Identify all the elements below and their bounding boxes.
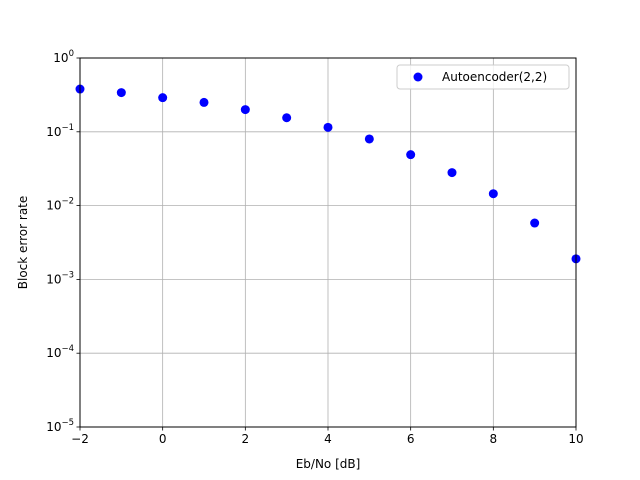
x-tick-label: 10 bbox=[568, 432, 583, 446]
y-axis-ticks: 100 10−1 10−2 10−3 10−4 10−5 bbox=[46, 49, 80, 434]
data-point bbox=[199, 97, 209, 107]
data-point bbox=[158, 93, 168, 103]
y-tick-label: 10−2 bbox=[46, 197, 74, 213]
data-point bbox=[406, 150, 416, 160]
data-point bbox=[282, 113, 292, 123]
data-points bbox=[75, 84, 581, 264]
data-point bbox=[364, 134, 374, 144]
x-tick-label: 6 bbox=[407, 432, 415, 446]
legend-label: Autoencoder(2,2) bbox=[442, 70, 547, 84]
y-tick-label: 100 bbox=[53, 49, 74, 65]
x-tick-label: 0 bbox=[159, 432, 167, 446]
y-axis-label: Block error rate bbox=[16, 196, 30, 290]
legend: Autoencoder(2,2) bbox=[396, 64, 570, 90]
data-point bbox=[240, 105, 250, 115]
legend-marker bbox=[413, 72, 423, 82]
x-tick-label: 8 bbox=[490, 432, 498, 446]
y-tick-label: 10−5 bbox=[46, 418, 74, 434]
x-tick-label: 4 bbox=[324, 432, 332, 446]
x-axis-label: Eb/No [dB] bbox=[296, 457, 361, 471]
data-point bbox=[488, 189, 498, 199]
data-point bbox=[530, 218, 540, 228]
y-tick-label: 10−3 bbox=[46, 270, 74, 286]
y-tick-label: 10−1 bbox=[46, 123, 74, 139]
data-point bbox=[323, 122, 333, 132]
x-axis-ticks: −2 0 2 4 6 8 10 bbox=[71, 427, 584, 446]
data-point bbox=[447, 168, 457, 178]
legend-box bbox=[396, 64, 570, 90]
x-tick-label: −2 bbox=[71, 432, 89, 446]
data-point bbox=[116, 88, 126, 98]
y-tick-label: 10−4 bbox=[46, 344, 74, 360]
x-tick-label: 2 bbox=[242, 432, 250, 446]
